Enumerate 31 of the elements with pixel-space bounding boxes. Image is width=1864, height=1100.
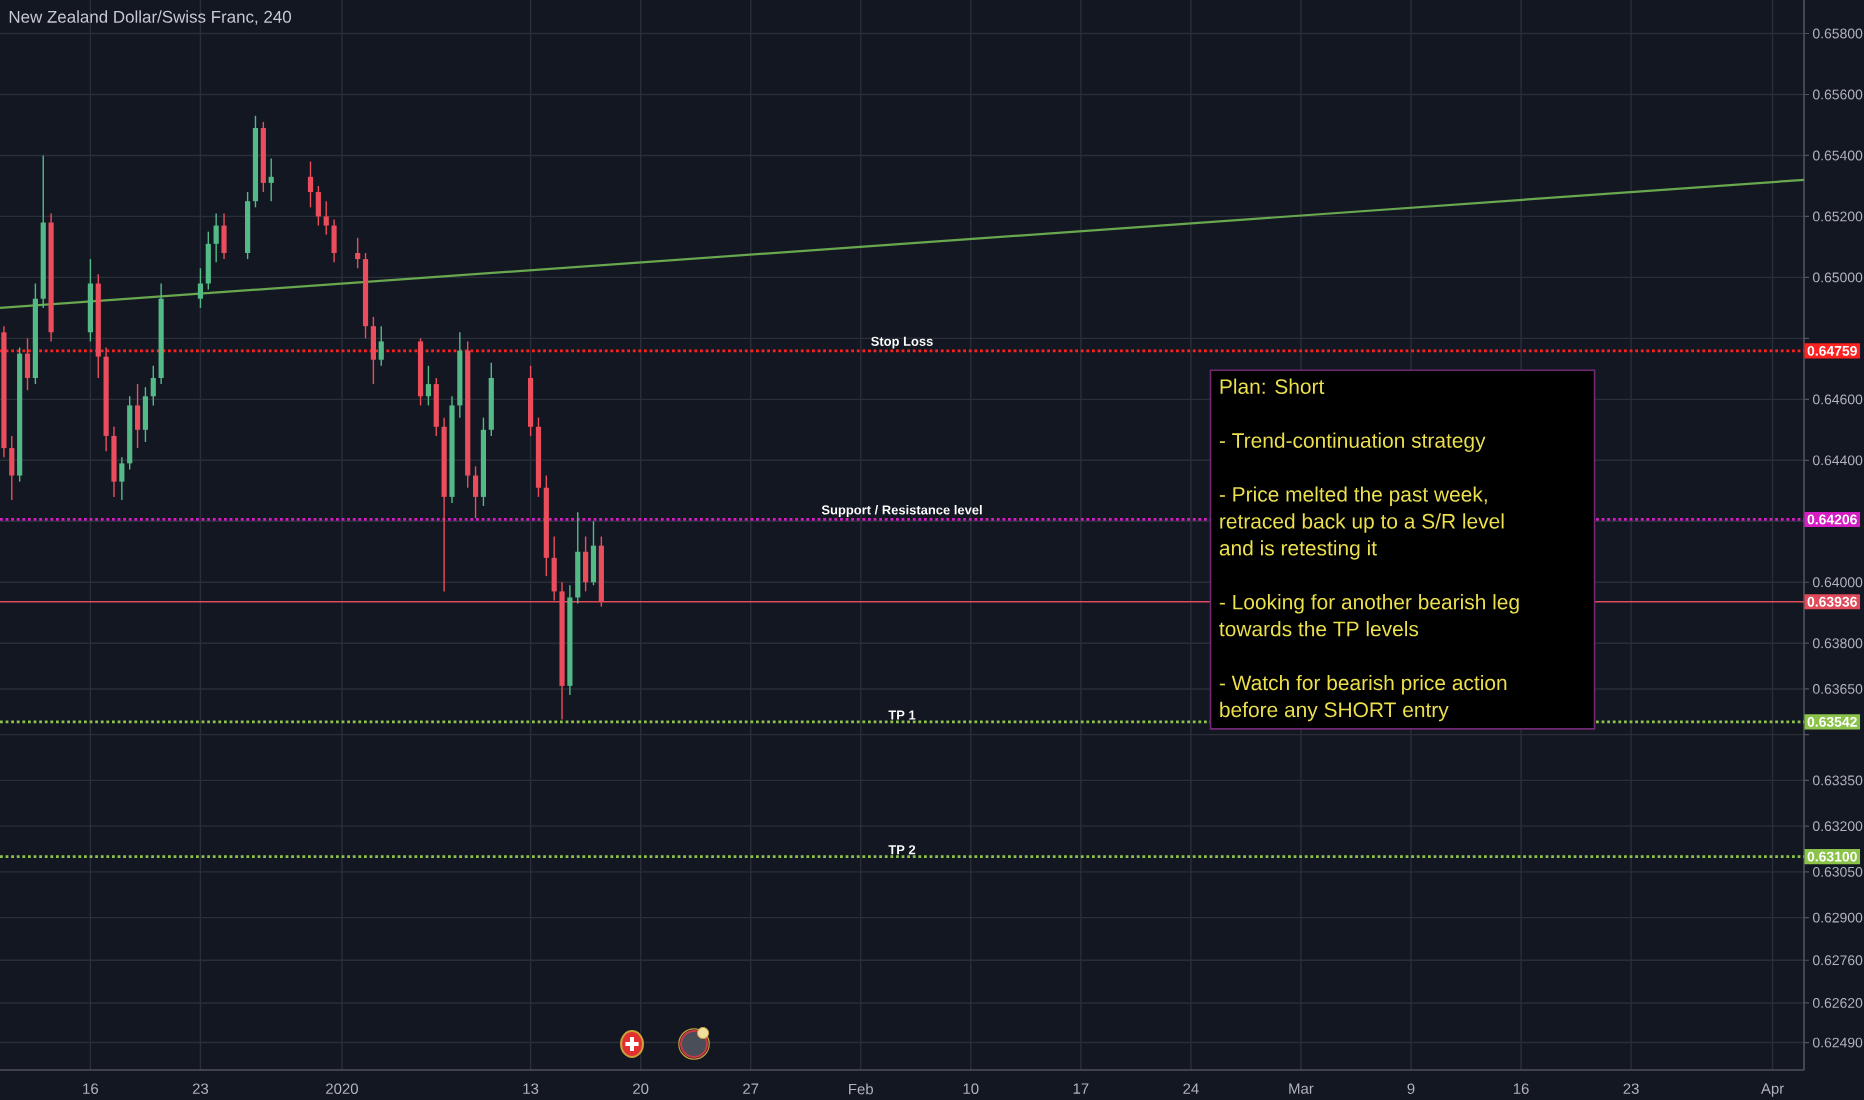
candlestick bbox=[111, 426, 117, 498]
candlestick bbox=[9, 435, 15, 501]
candlestick bbox=[221, 212, 227, 260]
candlestick bbox=[425, 365, 431, 407]
candlestick bbox=[331, 218, 337, 263]
candlestick bbox=[150, 365, 156, 407]
annotation: - Looking for another bearish leg towards the TP levels bbox=[1219, 594, 1519, 637]
candlestick bbox=[24, 337, 31, 391]
candlestick bbox=[433, 377, 439, 437]
candlestick bbox=[197, 267, 204, 309]
candlestick bbox=[355, 237, 361, 269]
candlestick bbox=[134, 383, 141, 449]
candlestick bbox=[142, 386, 149, 443]
candlestick bbox=[213, 212, 219, 263]
candlestick bbox=[307, 160, 314, 208]
candlestick bbox=[119, 456, 125, 501]
annotation: - Watch for bearish price action before any SHORT entry bbox=[1219, 674, 1507, 722]
candlestick bbox=[315, 185, 321, 227]
candlestick bbox=[370, 316, 376, 385]
candlestick bbox=[590, 520, 597, 586]
annotation: - Trend-continuation strategy bbox=[1219, 432, 1486, 452]
annotation: - Price melted the past week, retraced back up to a S/R level and is retesting it bbox=[1219, 486, 1504, 560]
candlestick bbox=[205, 230, 211, 291]
candlestick bbox=[583, 535, 589, 593]
candlestick bbox=[575, 511, 581, 605]
candlestick bbox=[472, 465, 479, 519]
candlestick bbox=[268, 157, 274, 202]
text: New Zealand Dollar/Swiss Franc, 240 bbox=[9, 10, 292, 25]
candlestick bbox=[378, 325, 384, 367]
annotation: Plan: Short bbox=[1220, 378, 1325, 394]
candlestick bbox=[323, 200, 329, 236]
